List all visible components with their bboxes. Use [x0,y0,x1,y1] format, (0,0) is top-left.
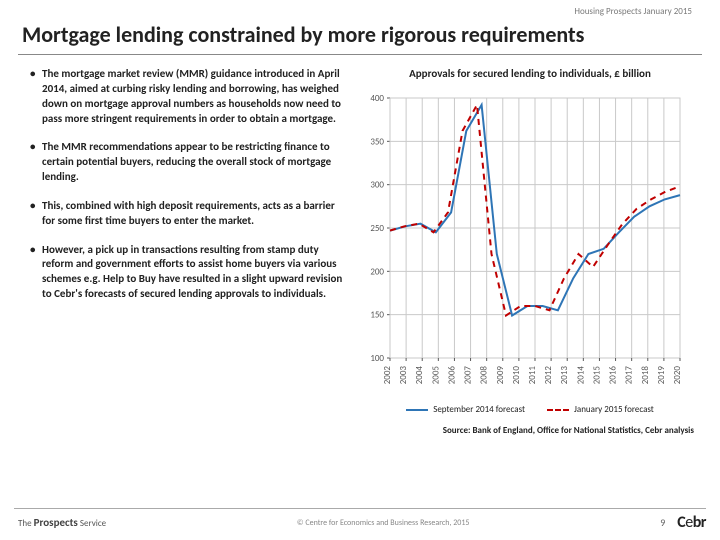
svg-text:2009: 2009 [495,366,506,385]
svg-text:2006: 2006 [446,366,457,385]
svg-text:2011: 2011 [527,366,538,385]
chart-legend: September 2014 forecast January 2015 for… [350,404,710,415]
chart-title: Approvals for secured lending to individ… [350,67,710,80]
page-title: Mortgage lending constrained by more rig… [0,17,720,48]
footer: The Prospects Service © Centre for Econo… [0,508,720,540]
svg-text:2012: 2012 [543,366,554,385]
header-small-text: Housing Prospects January 2015 [0,0,720,17]
bullet-text: The MMR recommendations appear to be res… [42,140,350,185]
svg-text:2019: 2019 [656,366,667,385]
bullet-item: •However, a pick up in transactions resu… [30,243,350,302]
svg-text:2007: 2007 [463,366,474,385]
svg-text:400: 400 [370,93,384,104]
footer-left-pre: The [18,518,34,529]
svg-text:250: 250 [370,223,384,234]
svg-text:2008: 2008 [479,366,490,385]
legend-item: September 2014 forecast [406,404,525,415]
legend-item: January 2015 forecast [547,404,654,415]
footer-brand: Prospects [34,516,78,529]
svg-text:2020: 2020 [672,366,683,385]
svg-text:2010: 2010 [511,366,522,385]
svg-text:2016: 2016 [608,366,619,385]
svg-text:350: 350 [370,136,384,147]
cebr-logo: Cebr [677,513,706,532]
svg-text:2017: 2017 [624,366,635,385]
legend-label: September 2014 forecast [433,404,525,415]
line-chart: 100 150 200 250 300 350 400 2002 2003 2004 2005 200… [350,90,695,400]
footer-rule [14,508,706,509]
svg-text:2005: 2005 [430,366,441,385]
bullet-item: •The MMR recommendations appear to be re… [30,140,350,185]
svg-text:300: 300 [370,180,384,191]
svg-text:2003: 2003 [398,366,409,385]
bullet-item: •The mortgage market review (MMR) guidan… [30,67,350,126]
source-text: Source: Bank of England, Office for Nati… [350,425,710,436]
content-area: •The mortgage market review (MMR) guidan… [0,55,720,436]
svg-text:2013: 2013 [559,366,570,385]
legend-swatch [547,409,569,411]
svg-text:150: 150 [370,310,384,321]
page-number: 9 [660,516,665,529]
bullet-text: This, combined with high deposit require… [42,199,350,229]
svg-text:200: 200 [370,266,384,277]
bullet-text: However, a pick up in transactions resul… [42,243,350,302]
svg-text:2014: 2014 [575,366,586,385]
bullet-text: The mortgage market review (MMR) guidanc… [42,67,350,126]
footer-left-post: Service [78,518,106,529]
legend-label: January 2015 forecast [574,404,654,415]
chart-column: Approvals for secured lending to individ… [350,67,710,436]
legend-swatch [406,409,428,411]
bullets-column: •The mortgage market review (MMR) guidan… [30,67,350,436]
footer-copyright: © Centre for Economics and Business Rese… [106,518,660,528]
svg-text:2002: 2002 [382,366,393,385]
svg-text:2004: 2004 [414,366,425,385]
svg-text:2018: 2018 [640,366,651,385]
bullet-item: •This, combined with high deposit requir… [30,199,350,229]
footer-left: The Prospects Service [18,516,106,529]
svg-text:100: 100 [370,353,384,364]
svg-text:2015: 2015 [591,366,602,385]
